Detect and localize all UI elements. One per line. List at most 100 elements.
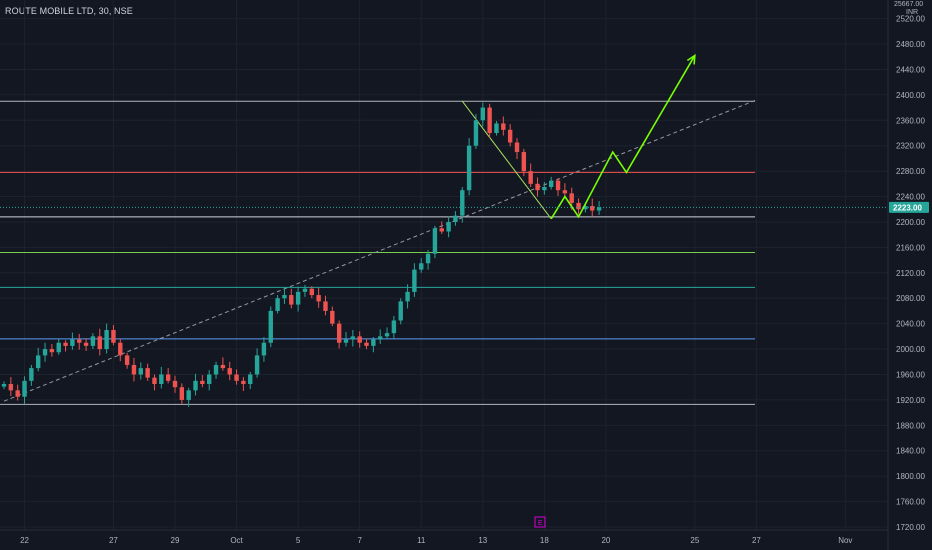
time-tick-label: Oct	[230, 536, 243, 545]
candle-body	[49, 349, 55, 353]
candle-body	[501, 123, 506, 130]
candle-body	[29, 368, 34, 381]
candle	[234, 369, 239, 385]
candle	[42, 342, 48, 362]
candle	[316, 288, 321, 308]
candle	[165, 368, 171, 384]
candle-body	[439, 228, 444, 232]
candle	[453, 211, 458, 226]
candle-body	[576, 202, 581, 210]
candle-body	[234, 374, 239, 381]
candle-body	[63, 342, 68, 346]
projection-line[interactable]	[550, 55, 696, 220]
price-tick-label: 1960.00	[896, 370, 925, 379]
candle	[145, 363, 150, 381]
candle	[357, 331, 362, 348]
candle-body	[446, 221, 451, 232]
candle-body	[391, 320, 397, 334]
price-tick-label: 1840.00	[896, 447, 925, 456]
candle-body	[15, 390, 20, 397]
candle-body	[104, 329, 109, 350]
candle-body	[590, 206, 595, 211]
candle-body	[494, 123, 499, 133]
price-tick-label: 2200.00	[896, 218, 925, 227]
candle-body	[460, 190, 465, 216]
svg-text:E: E	[538, 520, 543, 527]
candle	[480, 102, 485, 127]
candle-body	[562, 190, 568, 194]
candle	[83, 338, 89, 351]
candle	[507, 124, 513, 147]
candle-body	[569, 193, 574, 203]
candle-body	[186, 390, 191, 400]
candle	[350, 329, 356, 347]
candle-body	[350, 336, 356, 340]
candle-body	[330, 310, 335, 324]
candle-body	[343, 339, 349, 343]
dashed-trendline[interactable]	[3, 99, 757, 402]
candle	[419, 258, 424, 273]
candle	[295, 286, 301, 312]
earnings-event-marker[interactable]: E	[534, 516, 546, 528]
candle	[207, 370, 212, 391]
candle	[555, 178, 561, 196]
candle-body	[179, 387, 185, 400]
price-tick-label: 2360.00	[896, 116, 925, 125]
svg-text:2223.00: 2223.00	[893, 203, 922, 212]
candle	[268, 306, 273, 348]
candle-body	[289, 295, 294, 305]
candle	[323, 295, 328, 316]
candle	[398, 298, 403, 325]
candle-body	[466, 145, 472, 191]
candle	[473, 113, 479, 149]
candle	[549, 176, 554, 190]
candle-body	[384, 333, 390, 337]
candle-body	[90, 336, 96, 346]
candle	[179, 383, 185, 404]
candle-body	[405, 291, 410, 302]
candle	[90, 333, 96, 350]
candle	[172, 375, 178, 393]
candle-body	[514, 142, 520, 153]
price-tick-label: 2120.00	[896, 269, 925, 278]
candle-body	[425, 253, 431, 264]
candle	[330, 306, 335, 327]
candle	[405, 284, 410, 309]
candle	[432, 225, 438, 259]
candle	[193, 373, 198, 396]
candle-body	[542, 187, 547, 191]
price-tick-label: 1880.00	[896, 421, 925, 430]
candle	[152, 374, 157, 391]
candle	[590, 198, 595, 217]
candle	[220, 357, 226, 371]
time-tick-label: Nov	[838, 536, 852, 545]
candle-body	[172, 380, 178, 388]
candle-body	[213, 364, 219, 375]
price-axis[interactable]: 1720.00 1760.00 1800.00 1840.00 1880.00 1920.…	[896, 15, 925, 532]
candle	[309, 286, 314, 299]
price-tick-label: 1720.00	[896, 523, 925, 532]
candle	[22, 376, 27, 404]
candle	[138, 362, 143, 380]
candle	[15, 384, 20, 401]
candle-body	[118, 342, 123, 356]
price-tick-label: 2520.00	[896, 15, 925, 24]
candle	[248, 371, 253, 390]
candle	[213, 361, 219, 379]
candle-body	[152, 377, 157, 385]
candle-body	[295, 291, 301, 305]
candles	[1, 102, 602, 407]
candle	[275, 295, 280, 314]
candle	[494, 120, 499, 136]
candle	[200, 375, 205, 388]
candle	[97, 328, 102, 356]
price-tick-label: 2280.00	[896, 167, 925, 176]
candle	[501, 116, 506, 136]
time-tick-label: 22	[20, 536, 29, 545]
price-tick-label: 2480.00	[896, 40, 925, 49]
candle-body	[83, 342, 89, 346]
candle	[336, 320, 342, 349]
candle	[425, 249, 431, 270]
time-axis[interactable]: 22 27 29 Oct 5 7 11 13 18 20 25 27 Nov	[20, 536, 852, 545]
